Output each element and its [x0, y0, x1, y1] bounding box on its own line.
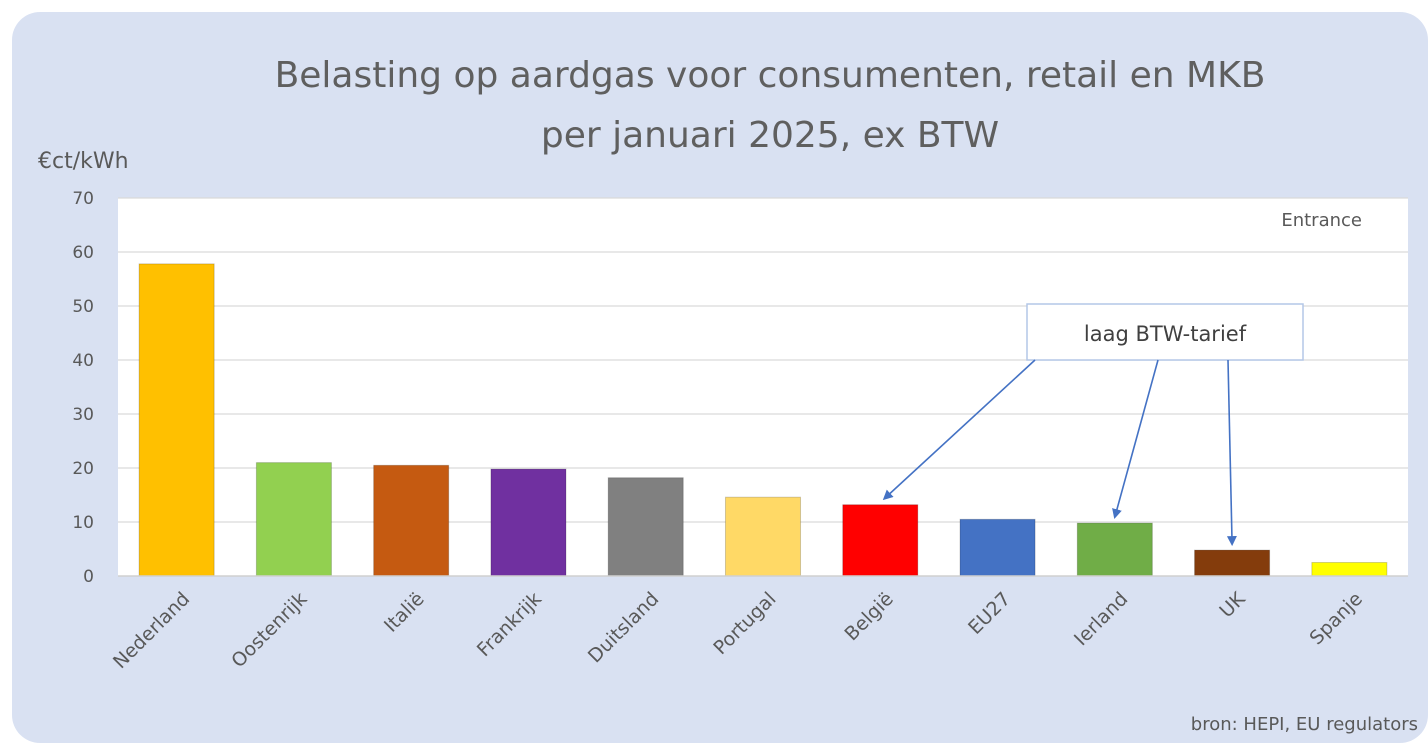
x-tick-label: Italië [380, 588, 429, 637]
x-tick-label: Spanje [1306, 588, 1367, 649]
y-tick-label: 50 [72, 297, 94, 317]
corner-label-entrance: Entrance [1281, 210, 1362, 231]
x-tick-label: Duitsland [584, 588, 663, 667]
callout-arrow [1226, 359, 1237, 547]
bar-nederland [138, 263, 215, 577]
y-tick-label: 10 [72, 513, 94, 533]
callout-arrows [882, 359, 1237, 547]
bar-belgi- [842, 504, 919, 577]
x-tick-label: UK [1215, 588, 1250, 623]
chart-title-line-2: per januari 2025, ex BTW [541, 115, 999, 156]
bar-duitsland [607, 477, 684, 577]
x-tick-label: België [840, 588, 897, 645]
x-tick-label: Frankrijk [473, 588, 546, 661]
x-axis-category-labels: Nederland Oostenrijk Italië Frankrijk Duitsl… [109, 588, 1367, 674]
bar-eu27 [959, 518, 1036, 577]
x-tick-label: Portugal [709, 588, 780, 659]
bar-portugal [724, 496, 802, 577]
bar-frankrijk [490, 468, 567, 577]
callout-frame [1026, 303, 1304, 361]
x-tick-label: Oostenrijk [227, 588, 311, 672]
callout-arrow [1112, 359, 1159, 520]
bar-oostenrijk [255, 462, 332, 577]
x-tick-label: EU27 [964, 588, 1015, 639]
bar-ierland [1076, 522, 1153, 577]
bar-spanje [1311, 562, 1388, 577]
bar-itali- [373, 464, 450, 577]
y-tick-label: 30 [72, 405, 94, 425]
callout-box: laag BTW-tarief [1026, 303, 1304, 361]
x-tick-label: Ierland [1070, 588, 1132, 650]
callout-arrow [882, 359, 1036, 501]
bar-uk [1194, 549, 1271, 577]
y-axis-unit-label: €ct/kWh [38, 149, 129, 174]
bar-series [138, 263, 1388, 577]
y-tick-label: 0 [83, 567, 94, 587]
callout-label: laag BTW-tarief [1084, 322, 1247, 346]
source-note: bron: HEPI, EU regulators [1191, 714, 1418, 735]
y-tick-label: 40 [72, 351, 94, 371]
y-tick-label: 70 [72, 189, 94, 209]
y-tick-label: 60 [72, 243, 94, 263]
chart-title-line-1: Belasting op aardgas voor consumenten, r… [275, 55, 1266, 96]
y-tick-label: 20 [72, 459, 94, 479]
y-axis-ticks: 0 10 20 30 40 50 60 70 [72, 189, 94, 587]
x-tick-label: Nederland [109, 588, 194, 673]
